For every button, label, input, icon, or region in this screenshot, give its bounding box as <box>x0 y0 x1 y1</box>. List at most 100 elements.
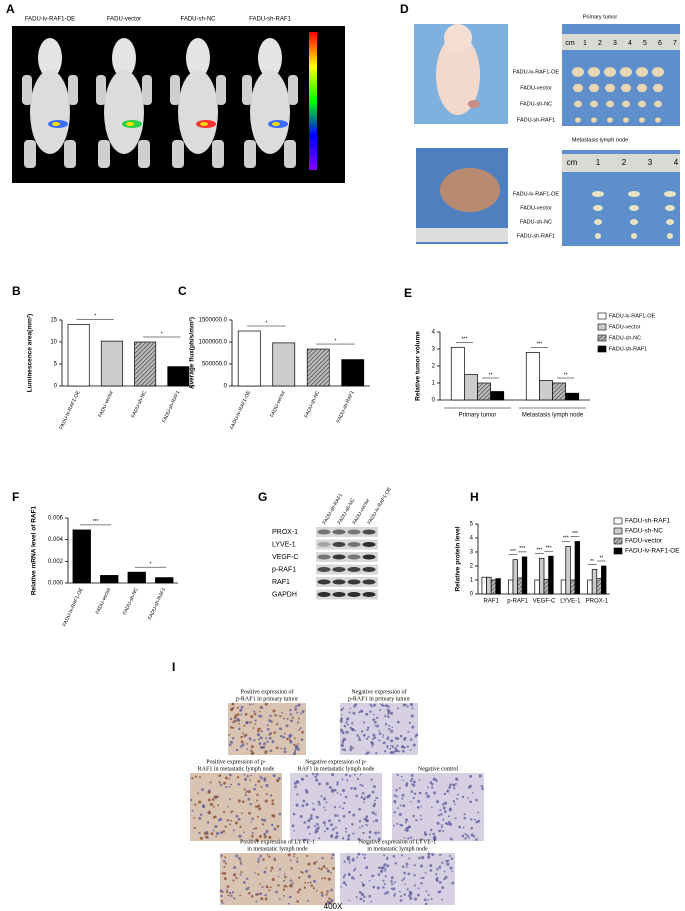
tumor <box>655 117 661 123</box>
ihc-cell <box>396 822 399 825</box>
ihc-cell <box>280 747 283 750</box>
lymph-node <box>592 191 604 197</box>
mouse-arm <box>142 75 152 105</box>
scale-label: 48603 <box>320 45 333 50</box>
ihc-cell <box>234 821 238 825</box>
x-tick-label: VEGF-C <box>533 599 556 605</box>
tumor <box>638 100 646 108</box>
ihc-cell <box>470 833 474 837</box>
ihc-cell <box>250 752 252 755</box>
ihc-cell <box>390 729 394 733</box>
bar-hatch <box>307 349 330 386</box>
ihc-cell <box>444 801 448 805</box>
ruler-label: 4 <box>674 158 679 167</box>
ihc-cell <box>238 834 242 838</box>
ihc-cell <box>375 752 378 755</box>
ihc-cell <box>258 727 262 731</box>
ihc-cell <box>396 773 399 777</box>
ihc-cell <box>291 824 295 828</box>
ihc-cell <box>323 830 326 833</box>
tumor <box>572 67 584 77</box>
ihc-cell <box>441 886 445 889</box>
ihc-cell <box>275 890 278 894</box>
significance-label: * <box>150 561 152 567</box>
ihc-cell <box>289 740 293 744</box>
ihc-caption: Positive expression of <box>241 688 294 695</box>
bar <box>100 575 119 584</box>
ihc-cell <box>305 774 308 778</box>
ihc-cell <box>315 860 318 863</box>
bar <box>100 340 123 387</box>
ihc-cell <box>224 862 227 865</box>
ihc-cell <box>278 898 281 901</box>
ihc-cell <box>258 714 261 717</box>
ihc-cell <box>447 859 450 862</box>
photo-nodes-ruler <box>562 154 680 172</box>
ihc-cell <box>271 878 275 882</box>
ihc-cell <box>374 831 378 835</box>
ihc-cell <box>398 812 402 816</box>
ihc-cell <box>355 896 358 899</box>
ihc-cell <box>247 797 251 801</box>
ihc-cell <box>361 883 365 887</box>
ihc-cell <box>419 814 422 817</box>
y-axis-label: Luminescence area(mm²) <box>27 314 34 392</box>
bar <box>534 579 540 595</box>
ruler-label: cm <box>567 158 578 167</box>
ihc-cell <box>431 783 434 786</box>
ihc-cell <box>379 709 382 711</box>
ihc-cell <box>305 854 309 857</box>
ihc-cell <box>256 793 259 797</box>
y-tick-label: 500000.0 <box>202 362 228 368</box>
ihc-cell <box>309 816 313 820</box>
ihc-cell <box>415 733 419 737</box>
ihc-cell <box>283 879 286 882</box>
ihc-cell <box>398 787 401 790</box>
ihc-cell <box>412 743 416 747</box>
ihc-cell <box>358 738 362 742</box>
ihc-cell <box>403 837 406 839</box>
bar-hatch <box>552 383 566 400</box>
ihc-cell <box>463 813 466 816</box>
ihc-cell <box>350 876 354 880</box>
ihc-cell <box>325 902 328 906</box>
ihc-cell <box>439 865 441 867</box>
ihc-cell <box>361 784 364 787</box>
ihc-cell <box>231 726 235 729</box>
ihc-cell <box>283 732 286 735</box>
ihc-cell <box>413 864 416 867</box>
ihc-cell <box>415 819 418 822</box>
legend-swatch <box>597 345 607 353</box>
ihc-cell <box>283 895 285 897</box>
ihc-cell <box>287 853 291 857</box>
ihc-cell <box>424 832 428 836</box>
ihc-cell <box>231 707 234 710</box>
ihc-cell <box>261 886 264 889</box>
ihc-cell <box>440 826 443 829</box>
ihc-cell <box>434 778 438 781</box>
tumor <box>590 100 598 108</box>
mouse-head <box>258 38 282 78</box>
ihc-image <box>220 853 335 905</box>
ihc-cell <box>352 747 355 750</box>
y-tick-label: 3 <box>470 550 474 556</box>
ihc-cell <box>427 899 430 901</box>
ihc-cell <box>277 777 281 780</box>
ihc-cell <box>365 866 369 870</box>
ihc-cell <box>409 836 413 839</box>
blot-band <box>362 529 376 535</box>
ihc-cell <box>340 708 344 712</box>
ihc-cell <box>365 824 368 827</box>
ihc-cell <box>240 740 244 744</box>
tumor <box>606 100 614 108</box>
ihc-cell <box>259 710 261 713</box>
ihc-cell <box>328 897 331 900</box>
ihc-cell <box>326 890 329 893</box>
tumor <box>637 83 647 93</box>
ihc-cell <box>344 883 348 886</box>
ihc-cell <box>455 777 459 781</box>
tumor <box>654 100 662 108</box>
bar <box>574 541 580 595</box>
mouse-body <box>178 70 218 154</box>
ihc-cell <box>367 735 370 738</box>
